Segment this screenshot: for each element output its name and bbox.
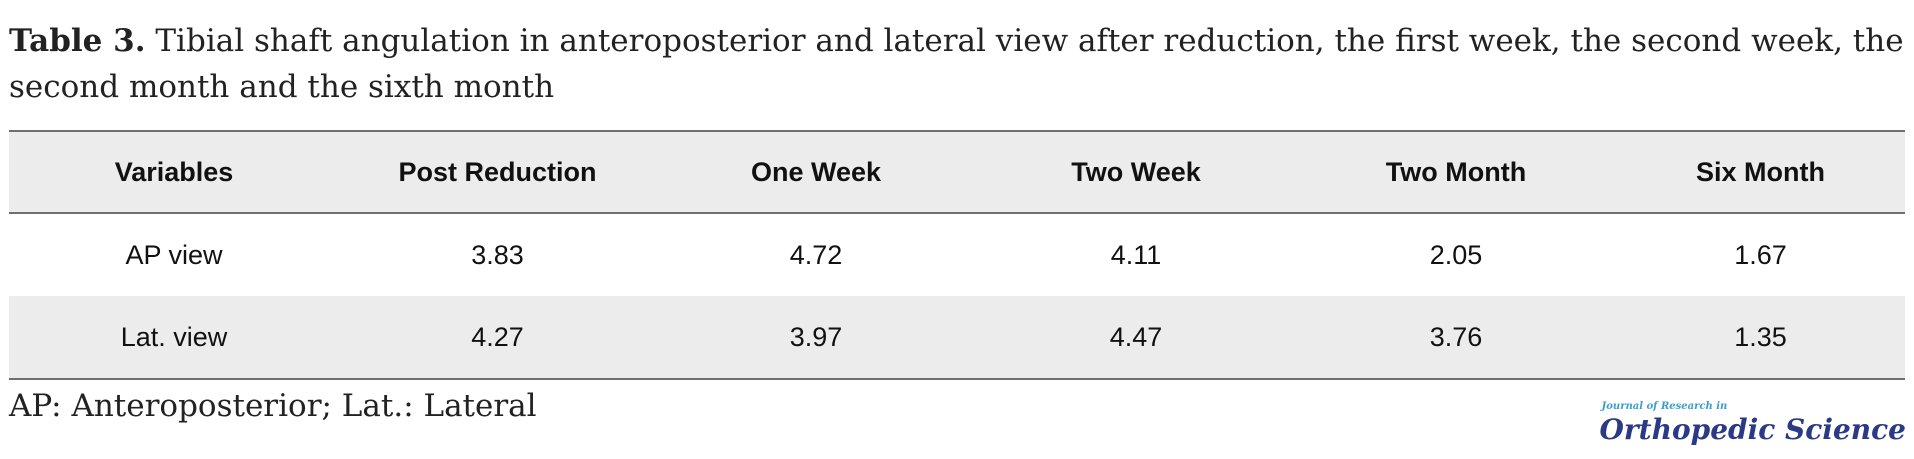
table-cell: 3.83 [471,239,524,270]
table-row: Lat. view 4.27 3.97 4.47 3.76 1.35 [9,296,1905,379]
header-one-week: One Week [750,156,882,187]
table-cell: 4.11 [1110,239,1162,270]
caption-label: Table 3. [9,23,146,59]
header-six-month: Six Month [1696,156,1825,187]
table-cell: 4.47 [1109,321,1163,352]
table-cell: 2.05 [1429,239,1483,270]
table-row: AP view 3.83 4.72 4.11 2.05 1.67 [9,213,1905,296]
row-label: AP view [125,239,223,270]
journal-logo: Journal of Research in Orthopedic Scienc… [1600,401,1906,447]
row-label: Lat. view [120,321,228,352]
table-cell: 4.72 [789,239,843,270]
caption-text: Tibial shaft angulation in anteroposteri… [9,23,1904,105]
logo-big-text: Orthopedic Science [1599,413,1906,446]
header-variables: Variables [114,156,234,187]
table-footnote: AP: Anteroposterior; Lat.: Lateral [9,388,537,424]
header-two-week: Two Week [1071,156,1201,187]
table-cell: 3.76 [1429,321,1483,352]
table-header-row: Variables Post Reduction One Week Two We… [9,131,1905,213]
logo-small-text: Journal of Research in [1601,401,1728,412]
data-table-container: Variables Post Reduction One Week Two We… [9,130,1905,380]
table-caption: Table 3. Tibial shaft angulation in ante… [9,18,1909,110]
table-cell: 1.35 [1734,321,1787,352]
table-cell: 1.67 [1734,239,1787,270]
table-cell: 3.97 [789,321,843,352]
angulation-table: Variables Post Reduction One Week Two We… [9,130,1905,380]
header-two-month: Two Month [1385,156,1527,187]
table-cell: 4.27 [471,321,524,352]
header-post-reduction: Post Reduction [398,156,597,187]
